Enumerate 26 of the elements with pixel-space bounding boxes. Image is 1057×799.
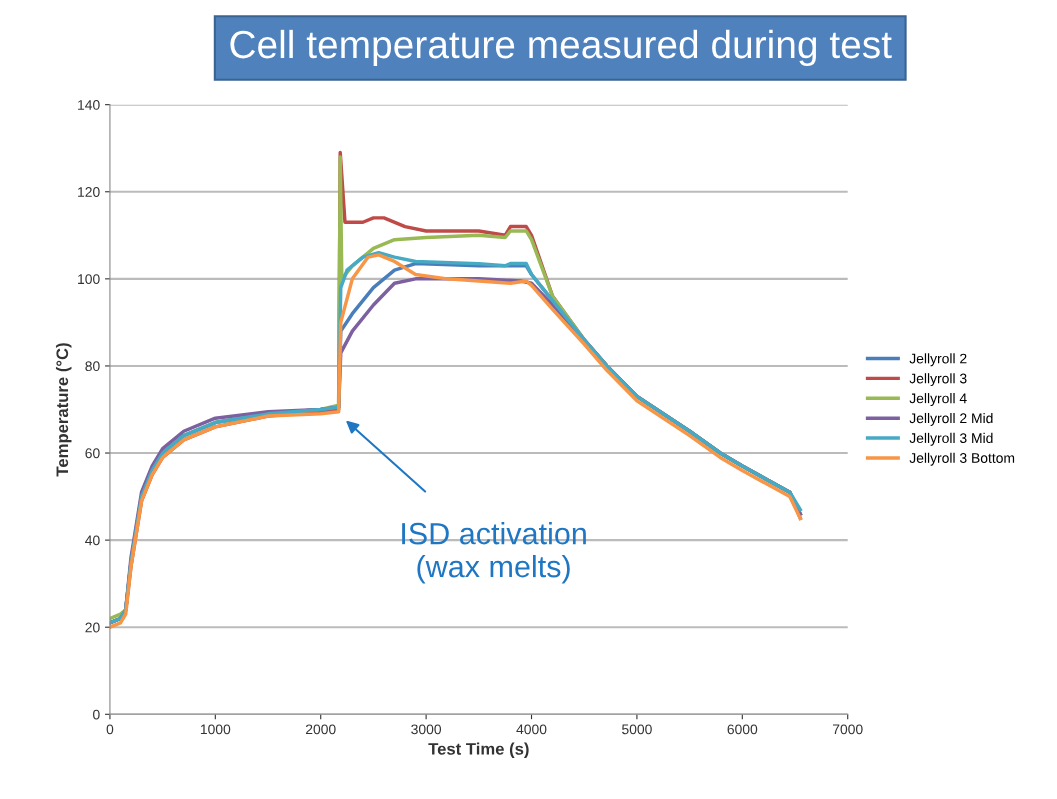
y-tick-label: 140 <box>78 100 100 110</box>
x-tick-label: 6000 <box>727 724 758 735</box>
annotation: ISD activation (wax melts) <box>402 522 586 584</box>
y-tick-label: 120 <box>78 187 100 197</box>
legend-label: Jellyroll 3 Mid <box>909 432 993 446</box>
y-tick-label: 0 <box>93 709 100 720</box>
legend-label: Jellyroll 3 Bottom <box>909 452 1015 466</box>
x-tick-label: 0 <box>106 724 114 735</box>
x-tick-label: 7000 <box>832 724 863 735</box>
legend-label: Jellyroll 2 Mid <box>909 412 993 426</box>
y-tick-label: 60 <box>85 448 100 459</box>
x-tick-label: 4000 <box>516 724 547 735</box>
x-tick-label: 2000 <box>305 724 336 735</box>
y-tick-label: 80 <box>85 361 100 372</box>
x-axis-title: Test Time (s) <box>428 742 529 759</box>
legend-label: Jellyroll 4 <box>909 393 967 407</box>
y-tick-label: 100 <box>78 274 100 285</box>
x-tick-label: 3000 <box>411 724 442 735</box>
y-axis-title: Temperature (°C) <box>55 343 72 477</box>
legend-label: Jellyroll 3 <box>909 373 967 387</box>
x-tick-label: 1000 <box>200 724 231 735</box>
x-tick-label: 5000 <box>622 724 652 735</box>
y-tick-label: 40 <box>85 535 100 546</box>
y-tick-label: 20 <box>85 622 100 633</box>
chart-title: Cell temperature measured during test <box>230 29 892 67</box>
legend-label: Jellyroll 2 <box>909 353 967 367</box>
